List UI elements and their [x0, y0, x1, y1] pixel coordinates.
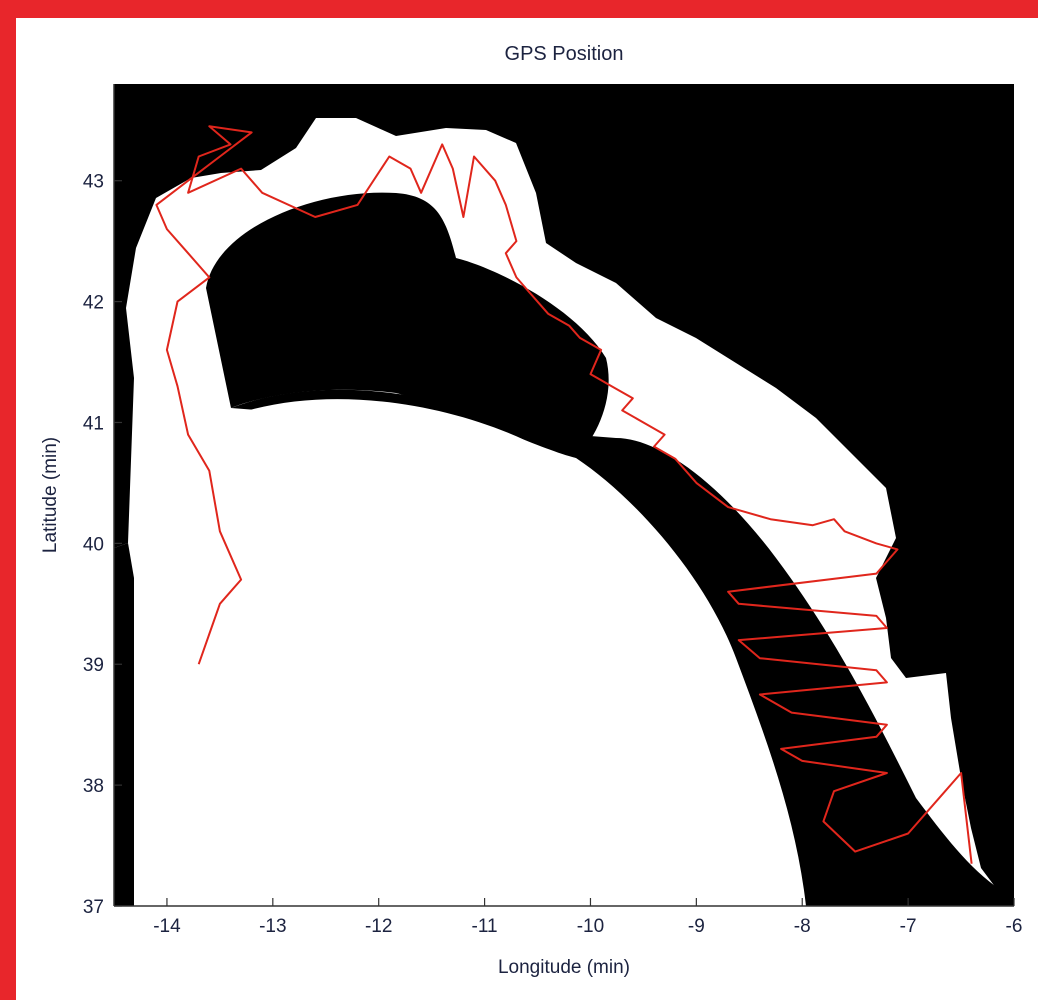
x-tick-label: -7 [900, 916, 917, 937]
frame-left-border [0, 0, 16, 1000]
x-tick-label: -9 [688, 916, 705, 937]
x-tick-label: -6 [1006, 916, 1023, 937]
x-tick-label: -12 [365, 916, 392, 937]
x-tick-label: -11 [472, 916, 498, 937]
y-tick-label: 39 [83, 655, 104, 676]
y-tick-label: 42 [83, 293, 104, 314]
frame-bottom-border [0, 920, 16, 1000]
x-tick-label: -8 [794, 916, 811, 937]
y-axis-label: Latitude (min) [40, 437, 61, 553]
y-tick-label: 41 [83, 413, 104, 434]
inner-bay-water [134, 399, 791, 906]
figure-panel: -14 -13 -12 -11 -10 -9 -8 -7 -6 37 38 39 40 41 42 43 G… [16, 18, 1038, 1000]
frame-top-border [0, 0, 1038, 18]
gps-track [155, 125, 973, 864]
x-tick-label: -10 [577, 916, 604, 937]
bay-land-masses [114, 192, 1014, 906]
track-series-line [155, 125, 973, 864]
x-axis-label: Longitude (min) [498, 957, 630, 978]
gps-chart: -14 -13 -12 -11 -10 -9 -8 -7 -6 37 38 39 40 41 42 43 G… [40, 43, 1022, 978]
y-tick-label: 37 [83, 897, 104, 918]
x-tick-label: -13 [259, 916, 286, 937]
x-axis-ticks: -14 -13 -12 -11 -10 -9 -8 -7 -6 [153, 898, 1022, 937]
x-tick-label: -14 [153, 916, 181, 937]
y-tick-label: 40 [83, 534, 104, 555]
y-tick-label: 43 [83, 172, 104, 193]
chart-title: GPS Position [505, 43, 624, 65]
y-axis-ticks: 37 38 39 40 41 42 43 [83, 172, 122, 918]
y-tick-label: 38 [83, 776, 104, 797]
